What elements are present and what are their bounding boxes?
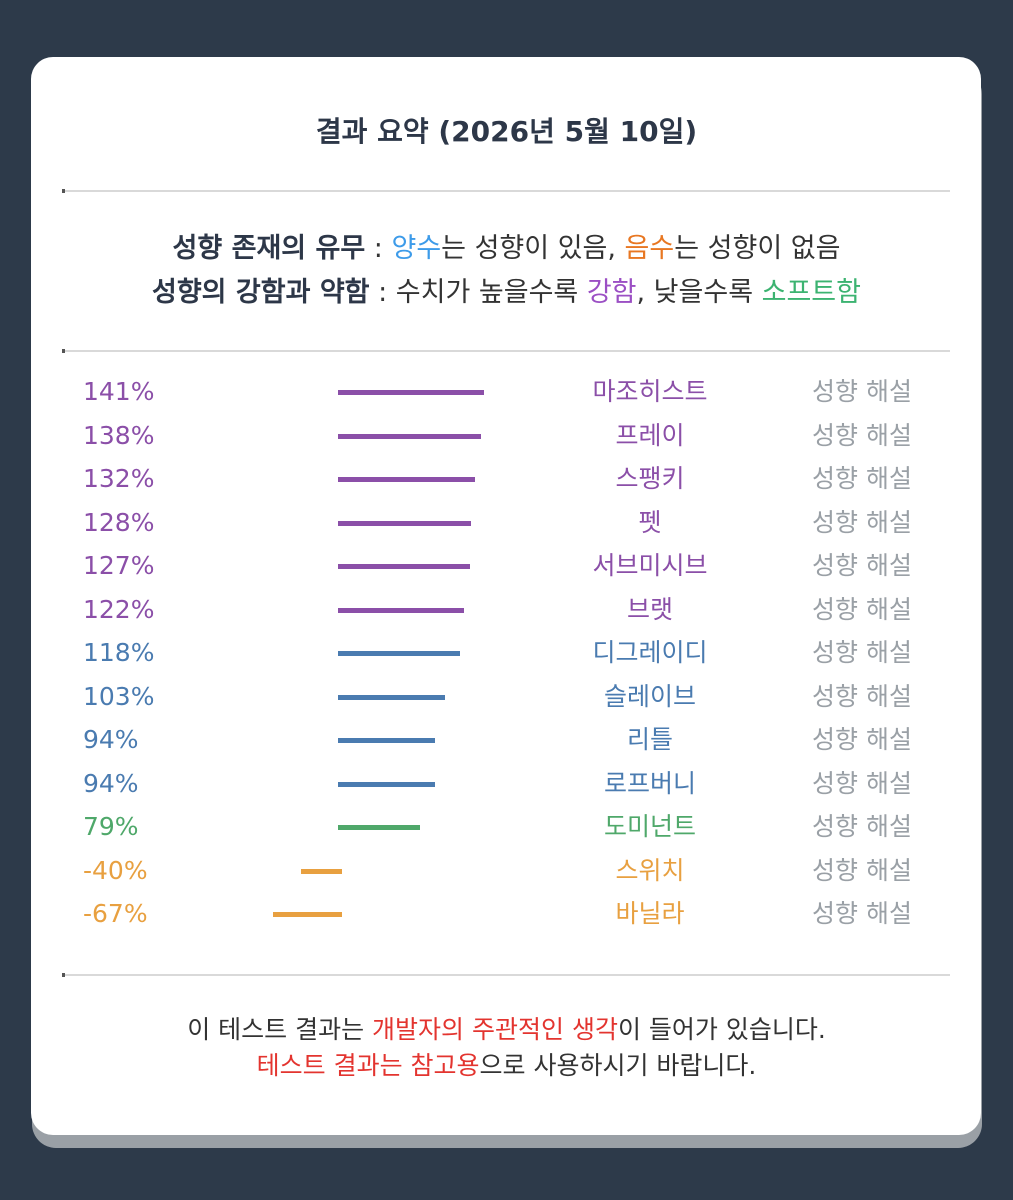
bar [338,390,484,395]
tendency-explanation-link[interactable]: 성향 해설 [812,899,912,928]
category-label: 슬레이브 [603,681,696,711]
legend-strength-label: 성향의 강함과 약함 [151,277,370,308]
legend-line-existence: 성향 존재의 유무 : 양수는 성향이 있음, 음수는 성향이 없음 [0,226,1013,265]
legend-soft-word: 소프트함 [761,277,861,308]
value-label: 127% [83,551,155,580]
bar [338,564,470,569]
category-label: 마조히스트 [592,377,708,406]
footer-text: 으로 사용하시기 바랍니다. [479,1051,757,1080]
category-label: 프레이 [615,420,685,450]
chart-row: 103% 슬레이브 성향 해설 [0,677,1013,717]
tendency-explanation-link[interactable]: 성향 해설 [812,812,912,841]
divider-top [62,189,950,193]
legend-existence-label: 성향 존재의 유무 [172,233,366,264]
divider-middle [62,349,950,353]
result-card [31,57,981,1135]
bar [338,738,436,743]
value-label: 103% [83,681,155,711]
chart-row: 79% 도미넌트 성향 해설 [0,807,1013,847]
legend-negative-word: 음수 [624,233,675,264]
category-label: 스팽키 [615,464,685,493]
value-label: 94% [83,725,139,754]
bar [338,781,436,787]
chart-row: 127% 서브미시브 성향 해설 [0,546,1013,586]
chart-row: -67% 바닐라 성향 해설 [0,894,1013,934]
category-label: 디그레이디 [592,638,708,667]
legend-positive-rest: 는 성향이 있음, [441,233,625,264]
value-label: 94% [83,768,139,798]
bar [272,912,342,917]
category-label: 펫 [638,507,662,537]
tendency-explanation-link[interactable]: 성향 해설 [812,725,912,754]
chart-row: 128% 펫 성향 해설 [0,503,1013,543]
value-label: 138% [83,420,155,450]
chart-row: 94% 리틀 성향 해설 [0,720,1013,760]
tendency-explanation-link[interactable]: 성향 해설 [812,551,912,580]
value-label: 128% [83,507,155,537]
value-label: -40% [83,855,148,885]
legend-positive-word: 양수 [391,233,442,264]
tendency-explanation-link[interactable]: 성향 해설 [812,681,912,711]
footer-text: 이 들어가 있습니다. [617,1015,826,1044]
tendency-explanation-link[interactable]: 성향 해설 [812,507,912,537]
chart-row: 138% 프레이 성향 해설 [0,416,1013,456]
legend-sep: : [365,233,392,264]
chart-row: -40% 스위치 성향 해설 [0,851,1013,891]
chart-row: 94% 로프버니 성향 해설 [0,764,1013,804]
legend-negative-rest: 는 성향이 없음 [674,233,841,264]
bar [300,868,342,874]
legend-sep: : [369,277,396,308]
footer-text: 이 테스트 결과는 [187,1015,373,1044]
bar [338,694,445,700]
legend-strength-pre: 수치가 높을수록 [395,277,587,308]
category-label: 리틀 [626,725,673,754]
bar [338,477,475,482]
value-label: 132% [83,464,155,493]
tendency-explanation-link[interactable]: 성향 해설 [812,464,912,493]
chart-row: 122% 브랫 성향 해설 [0,590,1013,630]
chart-row: 118% 디그레이디 성향 해설 [0,633,1013,673]
tendency-explanation-link[interactable]: 성향 해설 [812,768,912,798]
bar [338,433,481,439]
tendency-explanation-link[interactable]: 성향 해설 [812,377,912,406]
category-label: 스위치 [615,855,685,885]
value-label: 79% [83,812,139,841]
tendency-explanation-link[interactable]: 성향 해설 [812,594,912,624]
tendency-explanation-link[interactable]: 성향 해설 [812,420,912,450]
category-label: 로프버니 [603,768,696,798]
value-label: 118% [83,638,155,667]
page-title: 결과 요약 (2026년 5월 10일) [315,115,698,148]
category-label: 브랫 [626,594,673,624]
footer-line-1: 이 테스트 결과는 개발자의 주관적인 생각이 들어가 있습니다. [0,1010,1013,1046]
bar [338,651,461,656]
bar [338,607,465,613]
bar [338,825,420,830]
value-label: -67% [83,899,148,928]
chart-row: 141% 마조히스트 성향 해설 [0,372,1013,412]
category-label: 도미넌트 [603,812,696,841]
legend-strong-word: 강함 [586,277,637,308]
value-label: 141% [83,377,155,406]
tendency-explanation-link[interactable]: 성향 해설 [812,855,912,885]
footer-highlight: 개발자의 주관적인 생각 [372,1015,618,1044]
divider-bottom [62,973,950,977]
category-label: 바닐라 [615,899,685,928]
value-label: 122% [83,594,155,624]
category-label: 서브미시브 [592,551,708,580]
legend-strength-mid: , 낮을수록 [636,277,762,308]
legend-line-strength: 성향의 강함과 약함 : 수치가 높을수록 강함, 낮을수록 소프트함 [0,270,1013,309]
chart-row: 132% 스팽키 성향 해설 [0,459,1013,499]
footer-line-2: 테스트 결과는 참고용으로 사용하시기 바랍니다. [0,1046,1013,1082]
tendency-explanation-link[interactable]: 성향 해설 [812,638,912,667]
bar [338,520,471,526]
footer-highlight: 테스트 결과는 참고용 [256,1051,480,1080]
